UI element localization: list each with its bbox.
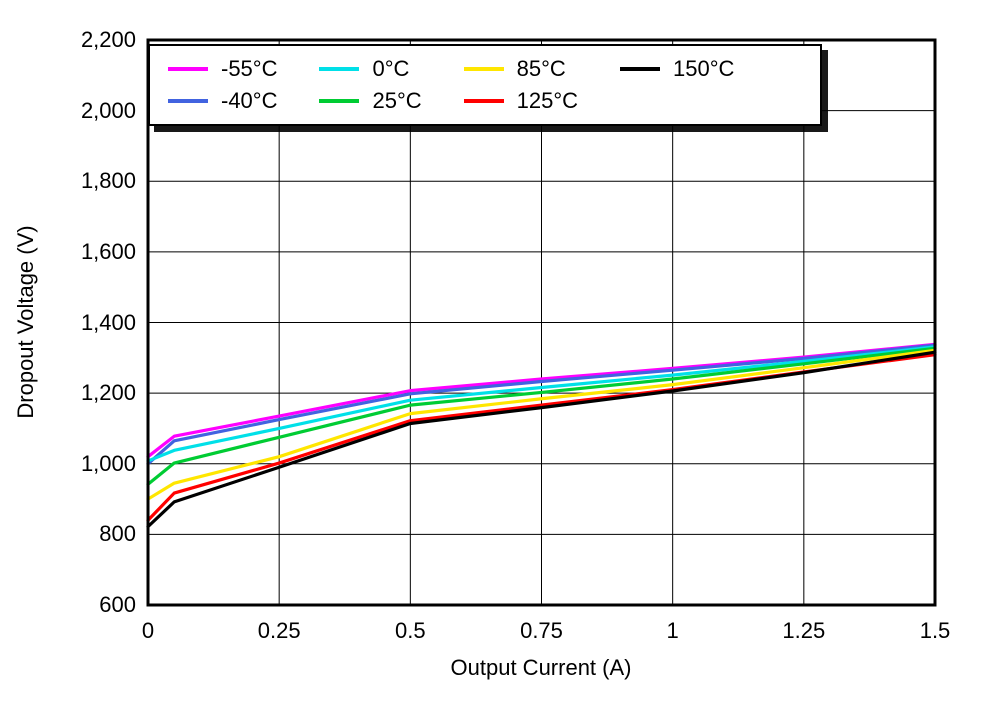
- plot-border: [146, 38, 937, 607]
- legend-item: 125°C: [463, 88, 579, 114]
- legend-item: -40°C: [168, 88, 277, 114]
- legend-label: 25°C: [372, 88, 422, 113]
- x-axis-title: Output Current (A): [450, 655, 632, 680]
- legend-line-swatch: [463, 99, 504, 103]
- legend-item: 150°C: [620, 56, 734, 82]
- y-tick-label: 1,200: [80, 380, 136, 406]
- legend-line-swatch: [168, 99, 208, 103]
- y-tick-label: 1,000: [80, 450, 136, 476]
- legend-label: 0°C: [372, 56, 410, 81]
- legend-label: 85°C: [516, 56, 566, 81]
- legend: -55°C -40°C 0°C 25°C 85°C 125°C 150°C: [148, 44, 822, 126]
- x-tick-label: 1: [666, 618, 679, 643]
- x-tick-label: 0: [141, 618, 155, 643]
- x-tick-label: 1.25: [782, 618, 826, 643]
- legend-item: 25°C: [319, 88, 422, 114]
- legend-item: -55°C: [168, 56, 277, 82]
- x-tick-label: 0.75: [520, 618, 563, 643]
- y-tick-label: 800: [99, 521, 136, 547]
- legend-line-swatch: [319, 99, 360, 103]
- y-tick-label: 2,000: [80, 97, 136, 123]
- legend-label: 125°C: [516, 88, 579, 113]
- y-tick-label: 2,200: [80, 27, 136, 52]
- series-line-25cc: [146, 346, 937, 486]
- x-tick-label: 0.5: [395, 618, 426, 643]
- x-tick-label: 1.5: [919, 618, 951, 643]
- legend-item: 85°C: [463, 56, 578, 82]
- series-line--40cc: [146, 343, 937, 466]
- y-tick-label: 1,800: [80, 168, 136, 194]
- x-tick-label: 0.25: [257, 618, 301, 643]
- legend-label: -55°C: [221, 56, 278, 81]
- legend-line-swatch: [463, 67, 504, 71]
- legend-label: 150°C: [673, 56, 735, 81]
- legend-line-swatch: [620, 67, 661, 71]
- series-line-150cc: [146, 350, 937, 529]
- y-tick-label: 1,400: [80, 309, 136, 335]
- plot-area: [146, 38, 937, 607]
- legend-label: -40°C: [221, 88, 278, 113]
- legend-line-swatch: [168, 67, 208, 71]
- plot-canvas: [146, 38, 937, 607]
- series-line-85cc: [146, 348, 937, 501]
- legend-line-swatch: [319, 67, 360, 71]
- legend-item: 0°C: [319, 56, 421, 82]
- y-tick-label: 1,600: [80, 238, 136, 264]
- y-tick-label: 600: [99, 592, 136, 617]
- series-line-0cc: [146, 345, 937, 463]
